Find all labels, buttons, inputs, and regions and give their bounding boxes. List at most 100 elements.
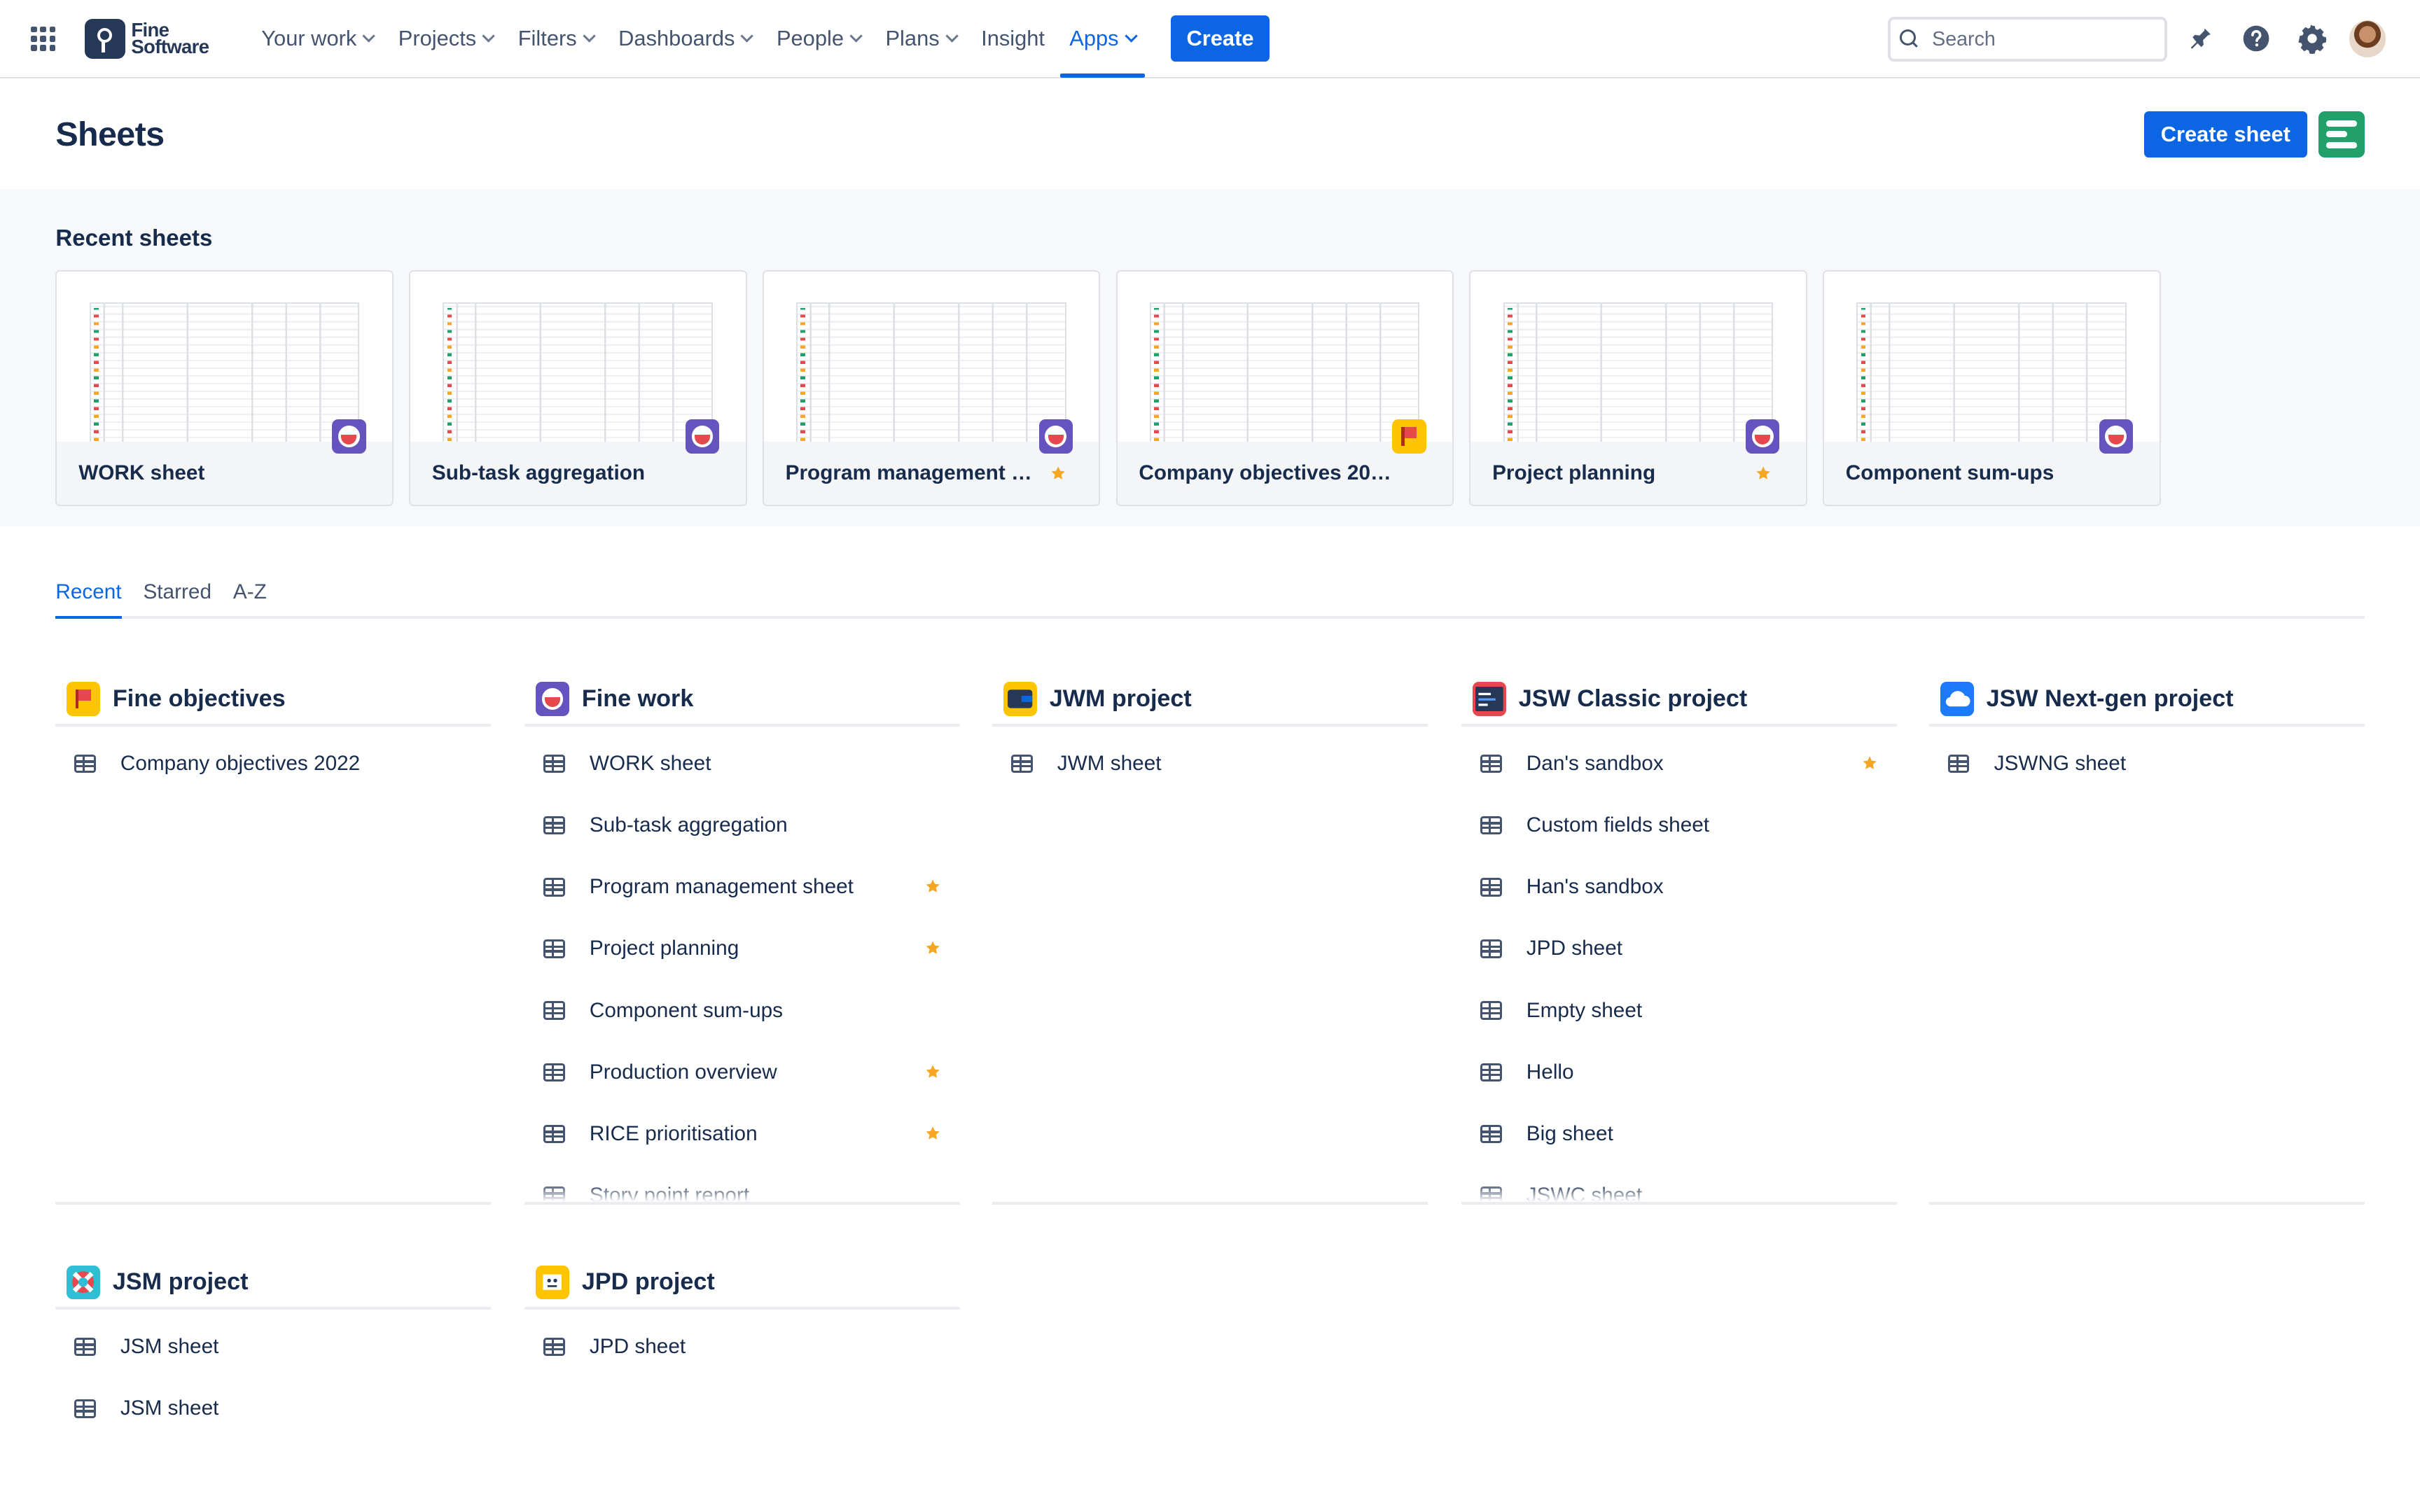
tab-recent[interactable]: Recent bbox=[55, 580, 122, 620]
sheet-list-item[interactable]: RICE prioritisation bbox=[524, 1103, 960, 1165]
nav-item-label: Filters bbox=[517, 26, 577, 51]
nav-item-projects[interactable]: Projects bbox=[386, 0, 506, 78]
project-title: JWM project bbox=[1049, 685, 1192, 713]
recent-sheets-title: Recent sheets bbox=[55, 225, 213, 251]
nav-item-dashboards[interactable]: Dashboards bbox=[606, 0, 765, 78]
sheet-list-item[interactable]: WORK sheet bbox=[524, 733, 960, 794]
search-input[interactable] bbox=[1932, 27, 2148, 51]
sheet-name: Han's sandbox bbox=[1526, 875, 1664, 899]
potion-icon bbox=[691, 426, 714, 447]
nav-item-insight[interactable]: Insight bbox=[969, 0, 1057, 78]
project-group-header[interactable]: Fine work bbox=[524, 674, 960, 727]
sheet-list-item[interactable]: JPD sheet bbox=[1461, 918, 1897, 979]
table-icon bbox=[543, 816, 565, 835]
project-group: JSW Next-gen project JSWNG sheet bbox=[1929, 674, 2365, 1205]
notifications-icon[interactable] bbox=[2183, 20, 2220, 57]
sheet-list-item[interactable]: JSM sheet bbox=[55, 1316, 491, 1378]
star-icon[interactable] bbox=[924, 1063, 941, 1080]
sheet-list-item[interactable]: Empty sheet bbox=[1461, 980, 1897, 1042]
idea-icon bbox=[535, 1265, 570, 1300]
sheet-list-item[interactable]: Big sheet bbox=[1461, 1103, 1897, 1165]
table-icon bbox=[74, 1337, 96, 1357]
avatar[interactable] bbox=[2349, 20, 2386, 57]
star-icon[interactable] bbox=[1755, 465, 1772, 482]
chevron-down-icon bbox=[945, 29, 959, 43]
top-actions bbox=[2183, 20, 2386, 57]
recent-sheet-card[interactable]: Sub-task aggregation bbox=[409, 270, 747, 506]
sheet-list-item[interactable]: Project planning bbox=[524, 918, 960, 979]
star-icon[interactable] bbox=[924, 939, 941, 956]
sheet-list-item[interactable]: Custom fields sheet bbox=[1461, 794, 1897, 856]
recent-sheet-card[interactable]: Company objectives 2022 bbox=[1115, 270, 1454, 506]
sheet-name: Sub-task aggregation bbox=[589, 813, 788, 837]
sheet-list-item[interactable]: Dan's sandbox bbox=[1461, 733, 1897, 794]
table-icon bbox=[74, 1399, 96, 1418]
sheet-list-item[interactable]: Sub-task aggregation bbox=[524, 794, 960, 856]
sheet-list: Company objectives 2022 bbox=[55, 733, 491, 1202]
sheet-thumbnail bbox=[410, 271, 746, 444]
potion-icon bbox=[1751, 426, 1774, 447]
help-icon[interactable] bbox=[2238, 20, 2275, 57]
chevron-down-icon bbox=[582, 29, 596, 43]
project-group-header[interactable]: JPD project bbox=[524, 1257, 960, 1310]
project-group-header[interactable]: JSM project bbox=[55, 1257, 491, 1310]
tab-a-z[interactable]: A-Z bbox=[232, 580, 267, 603]
sheet-name: JSM sheet bbox=[120, 1396, 219, 1420]
project-group-header[interactable]: JWM project bbox=[992, 674, 1428, 727]
project-badge bbox=[1392, 419, 1426, 454]
star-icon[interactable] bbox=[1050, 465, 1066, 482]
recent-sheet-card[interactable]: Component sum-ups bbox=[1822, 270, 2161, 506]
project-group: JPD project JPD sheet bbox=[524, 1257, 960, 1378]
brand-logo[interactable]: Fine Software bbox=[85, 18, 209, 59]
nav-item-filters[interactable]: Filters bbox=[506, 0, 606, 78]
project-group-header[interactable]: JSW Next-gen project bbox=[1929, 674, 2365, 727]
sheet-list-item[interactable]: Han's sandbox bbox=[1461, 856, 1897, 918]
table-icon bbox=[543, 939, 565, 958]
nav-item-your-work[interactable]: Your work bbox=[249, 0, 387, 78]
nav-item-apps[interactable]: Apps bbox=[1057, 0, 1148, 78]
card-title: Sub-task aggregation bbox=[431, 461, 646, 484]
create-sheet-button[interactable]: Create sheet bbox=[2143, 111, 2308, 158]
tab-starred[interactable]: Starred bbox=[143, 580, 212, 603]
sheet-list-item[interactable]: Program management sheet bbox=[524, 856, 960, 918]
page-header: Sheets Create sheet bbox=[0, 78, 2420, 190]
divider bbox=[1929, 1201, 2365, 1205]
sheet-list-item[interactable]: Component sum-ups bbox=[524, 980, 960, 1042]
recent-sheet-card[interactable]: Program management sh... bbox=[762, 270, 1101, 506]
sheet-list-item[interactable]: Hello bbox=[1461, 1042, 1897, 1103]
table-icon bbox=[1480, 754, 1502, 774]
project-title: Fine work bbox=[581, 685, 694, 713]
sheet-list-item[interactable]: Company objectives 2022 bbox=[55, 733, 491, 794]
project-group-header[interactable]: JSW Classic project bbox=[1461, 674, 1897, 727]
sheet-list-item[interactable]: JSM sheet bbox=[55, 1378, 491, 1439]
table-icon bbox=[543, 754, 565, 774]
settings-icon[interactable] bbox=[2293, 20, 2330, 57]
project-group-header[interactable]: Fine objectives bbox=[55, 674, 491, 727]
nav-item-plans[interactable]: Plans bbox=[873, 0, 969, 78]
star-icon[interactable] bbox=[924, 1125, 941, 1142]
app-switcher-icon[interactable] bbox=[28, 23, 59, 54]
recent-sheet-card[interactable]: Project planning bbox=[1469, 270, 1807, 506]
table-icon bbox=[1480, 878, 1502, 897]
card-title: Program management sh... bbox=[785, 461, 1041, 484]
code-icon bbox=[1472, 682, 1507, 716]
sheet-name: JPD sheet bbox=[1526, 937, 1623, 960]
brand-name-line2: Software bbox=[131, 36, 209, 58]
project-group: JSW Classic project Dan's sandbox Custom… bbox=[1461, 674, 1897, 1205]
sheets-app-logo-icon[interactable] bbox=[2318, 111, 2365, 158]
star-icon[interactable] bbox=[924, 878, 941, 895]
sheet-list-item[interactable]: JWM sheet bbox=[992, 733, 1428, 794]
sheet-list-item[interactable]: JSWNG sheet bbox=[1929, 733, 2365, 794]
main-nav: Your work Projects Filters Dashboards People… bbox=[249, 0, 1148, 78]
star-icon[interactable] bbox=[1861, 755, 1878, 771]
search-box[interactable] bbox=[1887, 17, 2167, 62]
recent-sheet-card[interactable]: WORK sheet bbox=[55, 270, 394, 506]
sheet-list-item[interactable]: JPD sheet bbox=[524, 1316, 960, 1378]
sheet-list-item[interactable]: Production overview bbox=[524, 1042, 960, 1103]
potion-icon bbox=[1045, 426, 1067, 447]
divider bbox=[992, 1201, 1428, 1205]
nav-item-people[interactable]: People bbox=[764, 0, 873, 78]
recent-sheets-section: Recent sheets WORK sheet Sub-task aggreg… bbox=[0, 190, 2420, 526]
nav-item-label: Dashboards bbox=[618, 26, 735, 51]
create-button[interactable]: Create bbox=[1171, 15, 1270, 62]
